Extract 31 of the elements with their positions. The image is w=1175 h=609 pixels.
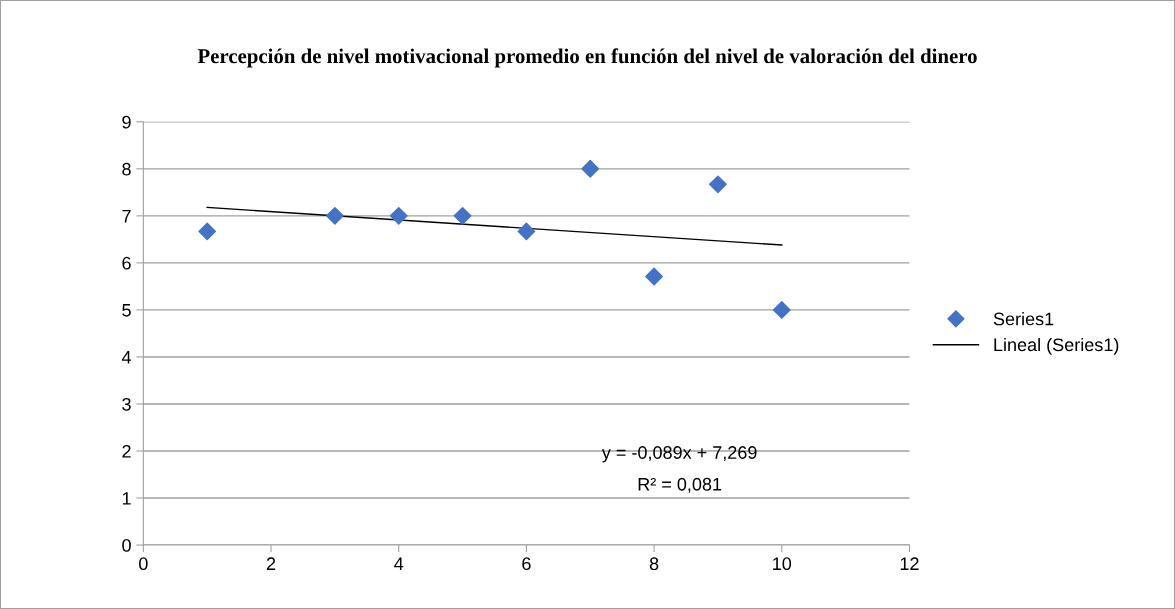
x-tick-label: 6 <box>522 557 531 571</box>
point <box>772 301 791 319</box>
point <box>325 206 344 225</box>
point <box>581 159 600 178</box>
point <box>389 206 408 225</box>
y-tick-label: 5 <box>122 304 131 317</box>
y-tick-label: 1 <box>122 492 131 505</box>
y-tick-label: 4 <box>121 351 132 364</box>
chart-title: Percepción de nivel motivacional promedio en función del nivel de valoración del dinero <box>197 48 977 68</box>
annotation: R² = 0,081 <box>638 477 722 493</box>
legend-label: Series1 <box>993 312 1054 326</box>
x-tick-label: 2 <box>266 557 276 570</box>
point <box>517 222 536 241</box>
y-tick-label: 0 <box>122 538 131 552</box>
point <box>453 206 472 225</box>
x-tick-label: 10 <box>773 557 792 571</box>
y-tick-label: 3 <box>122 397 131 411</box>
x-tick-label: 0 <box>139 557 148 571</box>
y-tick-label: 7 <box>122 209 131 223</box>
y-tick-label: 8 <box>122 162 131 176</box>
y-tick-label: 9 <box>122 115 131 129</box>
legend-label: Lineal (Series1) <box>994 337 1119 355</box>
x-tick-label: 4 <box>394 557 404 570</box>
y-tick-label: 6 <box>122 256 131 270</box>
annotation: y = -0,089x + 7,269 <box>601 446 757 463</box>
y-tick-label: 2 <box>122 444 131 458</box>
x-tick-label: 12 <box>900 557 919 570</box>
point <box>645 267 663 286</box>
point <box>709 175 727 194</box>
x-tick-label: 8 <box>649 557 659 571</box>
point <box>198 222 217 241</box>
